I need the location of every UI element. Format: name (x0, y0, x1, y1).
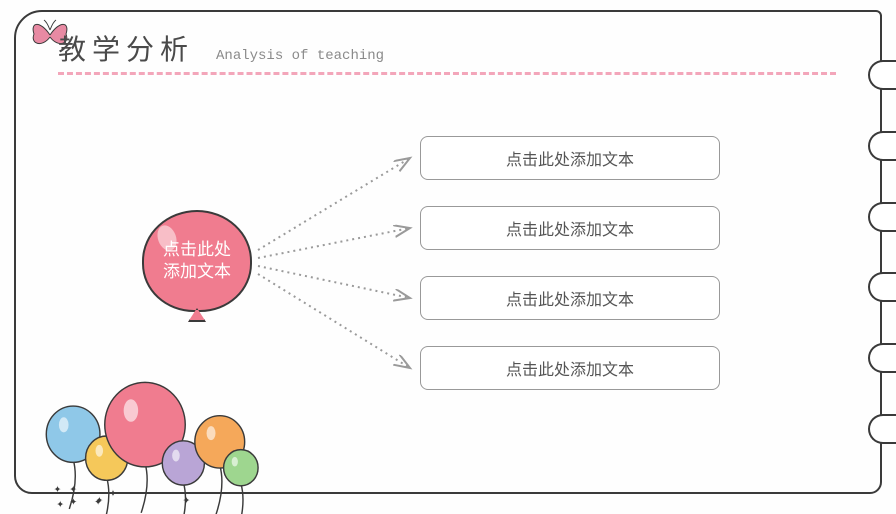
branch-label: 点击此处添加文本 (506, 146, 634, 170)
branch-label: 点击此处添加文本 (506, 356, 634, 380)
svg-text:✦: ✦ (54, 485, 62, 496)
page-title: 教学分析 (58, 28, 194, 68)
ring (868, 131, 896, 161)
page-subtitle: Analysis of teaching (216, 48, 384, 64)
svg-text:✦: ✦ (69, 497, 77, 508)
svg-text:✦: ✦ (182, 496, 190, 507)
branch-box[interactable]: 点击此处添加文本 (420, 276, 720, 320)
ring (868, 202, 896, 232)
branch-label: 点击此处添加文本 (506, 216, 634, 240)
svg-text:✦: ✦ (94, 497, 102, 508)
branch-label: 点击此处添加文本 (506, 286, 634, 310)
branch-box[interactable]: 点击此处添加文本 (420, 136, 720, 180)
central-balloon[interactable]: 点击此处 添加文本 (142, 210, 252, 312)
branch-box[interactable]: 点击此处添加文本 (420, 346, 720, 390)
ring (868, 343, 896, 373)
header-divider (58, 72, 836, 75)
svg-text:✦: ✦ (56, 499, 64, 510)
header: 教学分析 Analysis of teaching (58, 28, 836, 68)
ring (868, 60, 896, 90)
ring (868, 272, 896, 302)
balloon-cluster-icon: ✦✦✦✦✦✦✦✦ (30, 364, 260, 514)
spiral-rings (846, 40, 896, 464)
branch-list: 点击此处添加文本 点击此处添加文本 点击此处添加文本 点击此处添加文本 (420, 136, 720, 390)
svg-text:✦: ✦ (69, 484, 77, 495)
ring (868, 414, 896, 444)
branch-box[interactable]: 点击此处添加文本 (420, 206, 720, 250)
svg-text:✦: ✦ (109, 488, 117, 499)
